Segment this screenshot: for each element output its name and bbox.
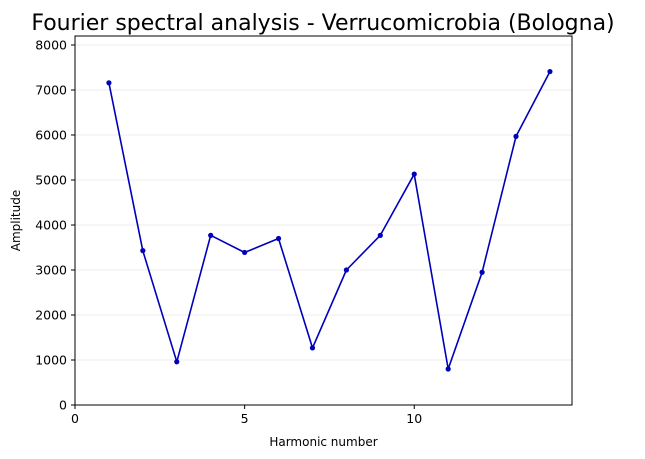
chart-title: Fourier spectral analysis - Verrucomicro… (31, 11, 614, 36)
data-point (275, 235, 282, 242)
data-point (174, 359, 180, 365)
data-point (411, 171, 417, 177)
y-tick-label: 8000 (35, 38, 67, 53)
data-point (242, 249, 248, 256)
data-point (309, 345, 316, 351)
data-point (377, 232, 383, 238)
x-tick-label: 10 (406, 411, 422, 426)
series-layer (106, 68, 553, 372)
data-point (547, 68, 553, 75)
y-tick-label: 7000 (35, 83, 67, 98)
series-line (108, 71, 551, 370)
y-tick-label: 5000 (35, 173, 67, 188)
y-tick-label: 1000 (35, 353, 67, 368)
grid (75, 44, 572, 361)
y-tick-label: 3000 (35, 263, 67, 278)
y-tick-label: 4000 (35, 218, 67, 233)
x-axis-label: Harmonic number (269, 435, 377, 449)
x-axis: 0 5 10 (71, 405, 422, 426)
data-point (479, 269, 485, 275)
y-axis: 0 1000 2000 3000 4000 5000 6000 7000 8000 (35, 38, 75, 413)
y-tick-label: 0 (59, 398, 67, 413)
y-axis-label: Amplitude (9, 190, 23, 252)
data-point (140, 248, 146, 254)
x-tick-label: 0 (71, 411, 79, 426)
data-point (445, 366, 451, 372)
data-point (208, 232, 214, 238)
data-point (513, 133, 519, 139)
y-tick-label: 6000 (35, 128, 67, 143)
y-tick-label: 2000 (35, 308, 67, 323)
data-point (343, 267, 349, 273)
x-tick-label: 5 (241, 411, 249, 426)
plot-frame (74, 35, 573, 406)
data-point (106, 80, 112, 86)
